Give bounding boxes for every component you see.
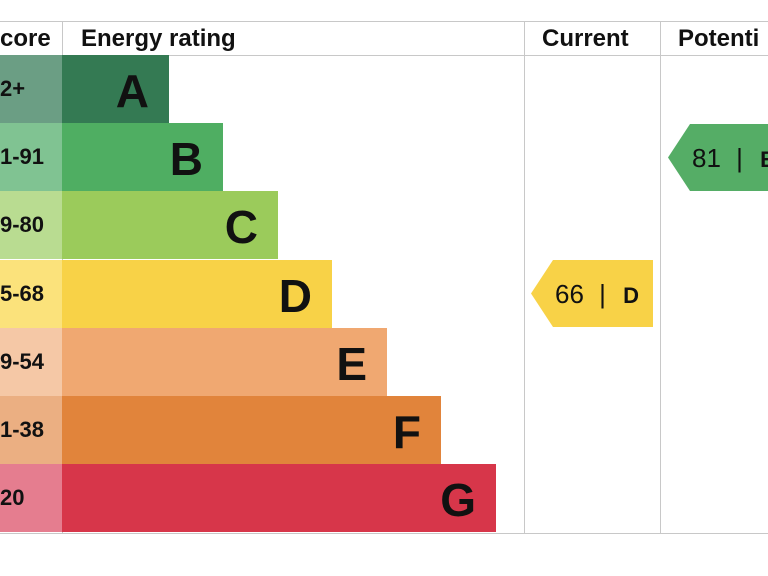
score-range-f: 1-38 [0, 396, 62, 464]
rating-bar-g: G [62, 464, 496, 533]
column-divider [524, 21, 525, 533]
rating-bar-c: C [62, 191, 278, 260]
potential-band: B [760, 147, 768, 172]
rating-bar-d: D [62, 259, 332, 328]
potential-value: 81 [692, 143, 721, 173]
rating-letter: D [278, 269, 312, 322]
rating-bar-e: E [62, 327, 387, 396]
score-range-c: 9-80 [0, 191, 62, 260]
rating-bar-a: A [62, 55, 169, 123]
rating-letter: F [392, 406, 421, 458]
header-divider [0, 55, 768, 56]
rating-letter: E [336, 337, 367, 390]
score-range-g: 20 [0, 464, 62, 533]
header-current: Current [542, 25, 629, 52]
top-border [0, 21, 768, 22]
score-range-e: 9-54 [0, 327, 62, 396]
header-potential: Potenti [678, 25, 760, 52]
potential-rating-arrow: 81 | B [668, 124, 768, 191]
current-rating-arrow: 66 | D [531, 260, 653, 327]
separator: | [736, 143, 743, 173]
header-score: core [0, 25, 51, 52]
score-range-a: 2+ [0, 55, 62, 123]
bottom-border [0, 533, 768, 534]
separator: | [599, 279, 606, 309]
rating-bar-b: B [62, 123, 223, 192]
header-energy-rating: Energy rating [81, 25, 236, 52]
score-range-b: 1-91 [0, 123, 62, 192]
rating-letter: C [224, 201, 258, 254]
rating-bar-f: F [62, 396, 441, 464]
score-range-d: 5-68 [0, 259, 62, 328]
column-divider [660, 21, 661, 533]
current-band: D [623, 283, 640, 308]
rating-letter: B [169, 133, 203, 186]
rating-letter: G [440, 474, 476, 527]
current-value: 66 [555, 279, 584, 309]
rating-letter: A [115, 65, 149, 117]
